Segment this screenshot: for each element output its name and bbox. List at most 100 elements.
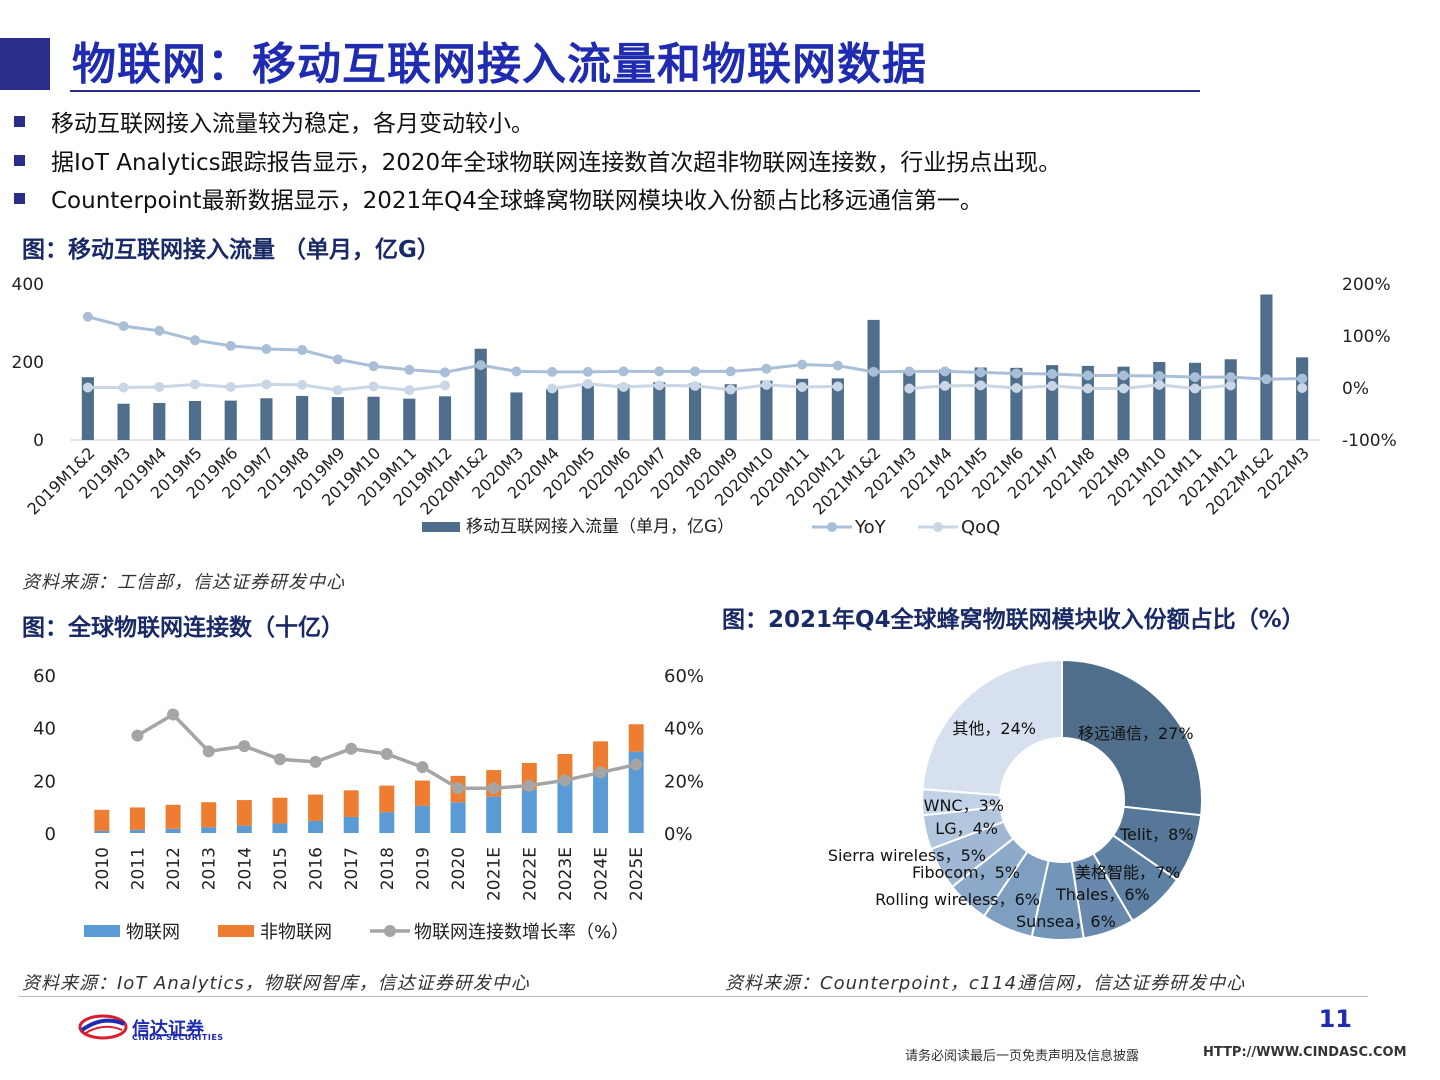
iot-connections-chart: 0 20 40 60 0% 20% 40% 60% 2010 2011 2012 2013 2014 20… (33, 666, 704, 943)
qoq-point (297, 379, 308, 390)
yoy-point (1011, 368, 1022, 379)
yoy-point (832, 360, 843, 371)
yoy-point (368, 361, 379, 372)
traffic-bar (331, 397, 344, 440)
x-tick-label: 2018 (378, 847, 398, 890)
growth-rate-point (273, 753, 286, 766)
qoq-point (832, 381, 843, 392)
yoy-point (404, 364, 415, 375)
y-right-tick-label: 0% (664, 824, 693, 845)
iot-bar (165, 828, 181, 833)
x-tick-label: 2024E (592, 847, 612, 901)
traffic-bar (617, 384, 630, 440)
legend-label: 物联网连接数增长率（%） (414, 922, 629, 943)
donut-slice-label: 移远通信，27% (1078, 724, 1194, 743)
yoy-point (154, 325, 165, 336)
non-iot-bar (379, 785, 395, 813)
x-tick-label: 2019 (413, 847, 433, 890)
qoq-point (261, 379, 272, 390)
bullet-square-icon (14, 193, 25, 204)
traffic-bar (546, 389, 559, 440)
iot-bar (343, 816, 359, 833)
donut-slice (921, 658, 1063, 797)
fig2-title: 图：全球物联网连接数（十亿） (22, 615, 344, 641)
non-iot-bar (165, 804, 181, 829)
non-iot-bar (94, 809, 110, 831)
non-iot-bar (593, 741, 609, 772)
traffic-bar (938, 369, 952, 440)
traffic-bar (438, 396, 452, 440)
bullet-2: 据IoT Analytics跟踪报告显示，2020年全球物联网连接数首次超非物联… (14, 143, 1061, 177)
qoq-point (225, 381, 236, 392)
yoy-point (511, 366, 522, 377)
qoq-point (797, 381, 808, 392)
bullet-text: 据IoT Analytics跟踪报告显示，2020年全球物联网连接数首次超非物联… (51, 150, 1062, 176)
bullet-3: Counterpoint最新数据显示，2021年Q4全球蜂窝物联网模块收入份额占… (14, 181, 983, 215)
yoy-point (725, 366, 736, 377)
yoy-point (654, 366, 665, 377)
legend-label: YoY (854, 517, 887, 538)
yoy-point (332, 354, 343, 365)
yoy-point (1261, 374, 1272, 385)
x-tick-label: 2014 (235, 847, 255, 890)
page-number: 11 (1318, 1005, 1352, 1033)
yoy-point (904, 366, 915, 377)
non-iot-bar (414, 780, 430, 806)
iot-bar (593, 771, 609, 833)
title-accent-bar (0, 38, 50, 90)
x-tick-label: 2011 (128, 847, 148, 890)
non-iot-bar (129, 807, 145, 830)
growth-rate-point (558, 774, 571, 787)
traffic-bar (867, 319, 880, 440)
non-iot-bar (201, 802, 217, 828)
non-iot-bar (308, 794, 324, 821)
bullet-text: 移动互联网接入流量较为稳定，各月变动较小。 (51, 111, 534, 137)
traffic-bar (1224, 359, 1237, 440)
qoq-point (690, 380, 700, 391)
y-left-tick-label: 400 (12, 275, 44, 295)
legend-non-iot-swatch (218, 925, 254, 937)
x-tick-label: 2016 (307, 847, 327, 890)
yoy-point (547, 366, 558, 377)
non-iot-bar (557, 754, 573, 781)
traffic-chart: 0200400-100%0%100%200%2019M1&22019M32019… (12, 275, 1397, 538)
yoy-point (82, 311, 93, 322)
x-tick-label: 2015 (271, 847, 291, 890)
traffic-bar (296, 395, 309, 440)
legend-iot-swatch (84, 925, 120, 937)
legend-yoy-marker (827, 522, 837, 532)
yoy-point (761, 363, 772, 374)
qoq-point (725, 384, 736, 395)
qoq-point (904, 383, 915, 394)
donut-slice-label: WNC，3% (924, 796, 1004, 815)
y-right-tick-label: -100% (1342, 431, 1397, 451)
qoq-line (909, 383, 1231, 391)
traffic-bar (724, 384, 737, 440)
traffic-bar (403, 398, 416, 440)
traffic-bar (224, 400, 237, 440)
yoy-point (1190, 372, 1200, 383)
traffic-bar (81, 377, 94, 440)
donut-slice-label: Fibocom，5% (912, 863, 1020, 882)
logo-subtext: CINDA SECURITIES (132, 1033, 224, 1042)
qoq-point (368, 381, 379, 392)
donut-slice-label: Thales，6% (1055, 885, 1150, 904)
traffic-bar (903, 372, 916, 440)
disclaimer-url: HTTP://WWW.CINDASC.COM (1203, 1045, 1407, 1060)
y-left-tick-label: 200 (12, 353, 44, 373)
yoy-point (940, 366, 950, 377)
y-right-tick-label: 60% (664, 666, 704, 687)
growth-rate-point (416, 761, 429, 774)
traffic-bar (260, 398, 273, 440)
x-tick-label: 2021E (485, 847, 505, 901)
traffic-bar (688, 383, 702, 440)
qoq-point (190, 379, 200, 390)
qoq-point (154, 381, 165, 392)
fig3-source: 资料来源：Counterpoint，c114通信网，信达证券研发中心 (725, 973, 1246, 994)
traffic-bar (974, 367, 987, 440)
qoq-point (82, 382, 93, 393)
iot-bar (201, 827, 217, 833)
yoy-point (582, 366, 593, 377)
iot-bar (236, 825, 252, 833)
qoq-point (404, 385, 415, 396)
